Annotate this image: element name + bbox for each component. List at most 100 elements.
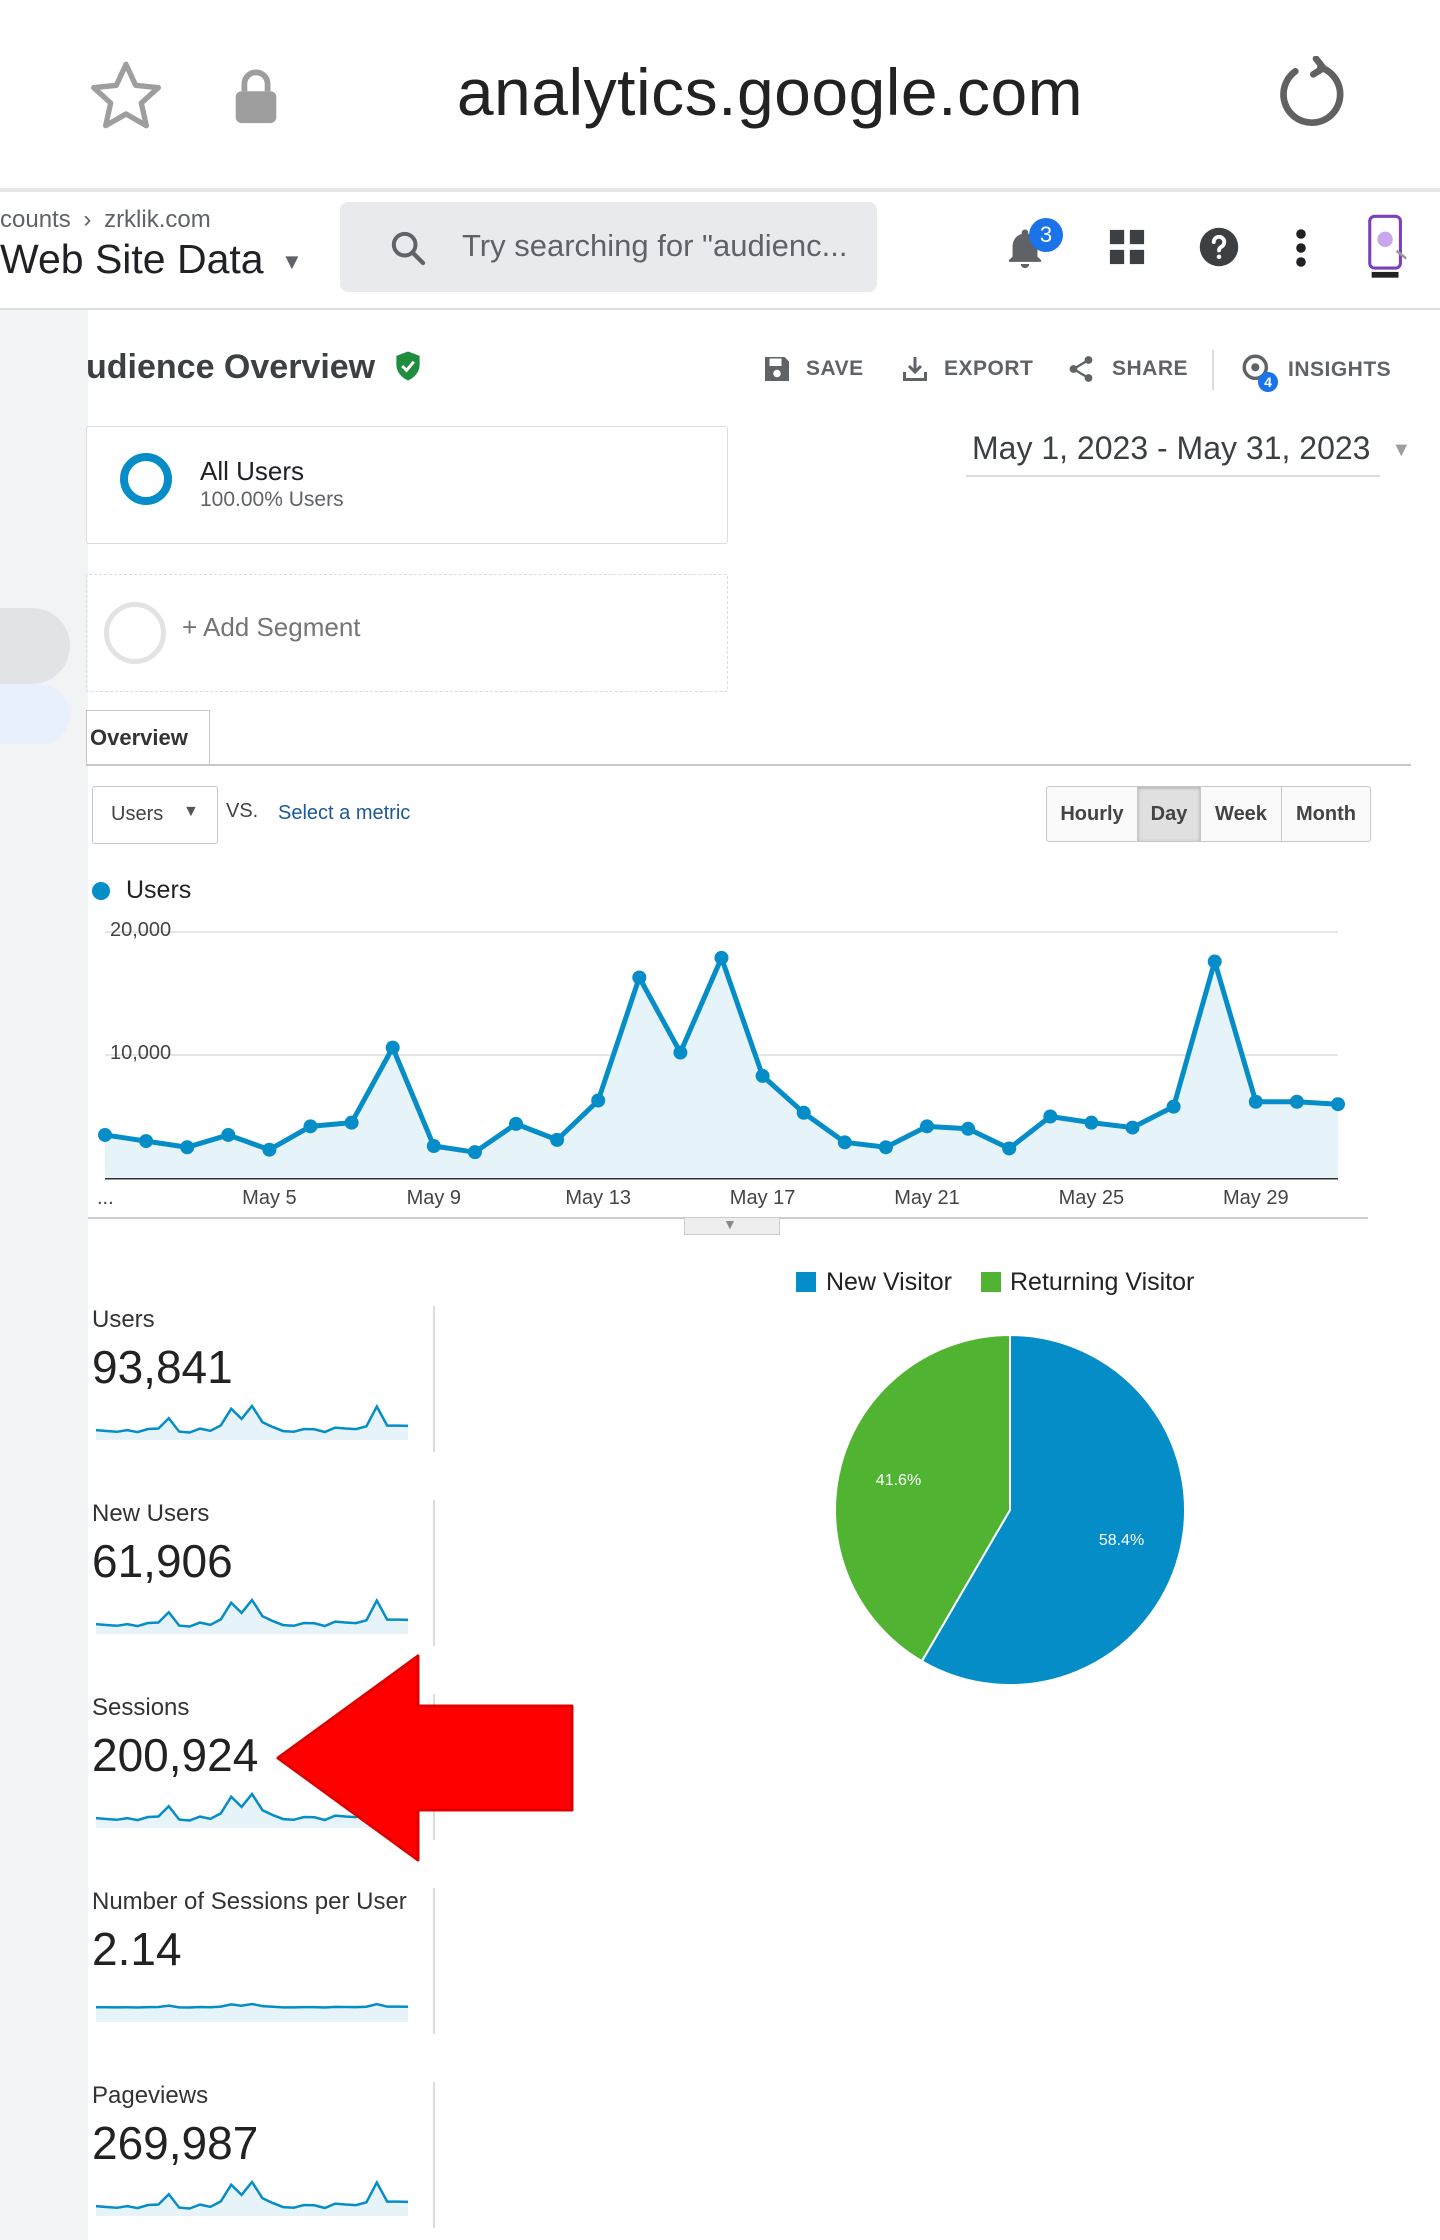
data-point[interactable] bbox=[632, 970, 647, 985]
sidebar-item-selected[interactable] bbox=[0, 684, 70, 744]
data-point[interactable] bbox=[714, 950, 729, 965]
metric-card[interactable]: Number of Sessions per User 2.14 bbox=[92, 1888, 432, 2038]
chevron-down-icon: ▼ bbox=[183, 803, 199, 820]
data-point[interactable] bbox=[591, 1093, 606, 1108]
x-tick-label: May 9 bbox=[407, 1187, 461, 1209]
metric-card[interactable]: Sessions 200,924 bbox=[92, 1694, 432, 1844]
x-tick-label: ... bbox=[97, 1187, 114, 1209]
data-point[interactable] bbox=[1125, 1120, 1140, 1135]
legend-label-users: Users bbox=[126, 876, 192, 904]
insights-icon bbox=[1242, 354, 1269, 381]
account-avatar-icon[interactable] bbox=[1364, 214, 1410, 280]
star-icon[interactable] bbox=[86, 56, 166, 136]
dropdown-arrow-icon: ▼ bbox=[1391, 439, 1412, 462]
data-point[interactable] bbox=[221, 1127, 236, 1142]
more-vert-icon[interactable] bbox=[1291, 228, 1311, 268]
reload-icon[interactable] bbox=[1272, 56, 1352, 136]
metric-card-divider bbox=[433, 1306, 435, 1452]
data-point[interactable] bbox=[1084, 1115, 1099, 1130]
data-point[interactable] bbox=[344, 1115, 359, 1130]
segment-name: All Users bbox=[200, 456, 305, 486]
data-point[interactable] bbox=[550, 1132, 565, 1147]
metric-value: 61,906 bbox=[92, 1535, 233, 1587]
y-tick-label: 10,000 bbox=[110, 1042, 171, 1064]
granularity-week[interactable]: Week bbox=[1200, 786, 1282, 842]
breadcrumb-account[interactable]: counts bbox=[0, 206, 71, 233]
data-point[interactable] bbox=[878, 1140, 893, 1155]
metric-value: 93,841 bbox=[92, 1341, 233, 1393]
add-segment-card[interactable] bbox=[86, 574, 728, 692]
data-point[interactable] bbox=[1331, 1097, 1345, 1112]
notification-badge: 3 bbox=[1029, 218, 1063, 252]
add-segment-label[interactable]: + Add Segment bbox=[182, 612, 361, 642]
data-point[interactable] bbox=[1289, 1094, 1304, 1109]
data-point[interactable] bbox=[98, 1127, 112, 1142]
data-point[interactable] bbox=[1002, 1141, 1017, 1156]
export-button[interactable]: EXPORT bbox=[900, 354, 1033, 384]
data-point[interactable] bbox=[755, 1068, 770, 1083]
data-point[interactable] bbox=[1043, 1109, 1058, 1124]
metric-card[interactable]: Users 93,841 bbox=[92, 1306, 432, 1456]
breadcrumb[interactable]: counts › zrklik.com bbox=[0, 206, 211, 234]
metric-value: 200,924 bbox=[92, 1729, 259, 1781]
breadcrumb-property[interactable]: zrklik.com bbox=[104, 206, 211, 233]
view-selector[interactable]: Web Site Data ▼ bbox=[0, 236, 303, 283]
y-axis-ticks: 20,000 10,000 bbox=[110, 919, 171, 1064]
metric-sparkline bbox=[95, 2179, 409, 2216]
search-input[interactable]: Try searching for "audienc... bbox=[462, 228, 848, 263]
data-point[interactable] bbox=[509, 1116, 523, 1131]
apps-grid-icon[interactable] bbox=[1108, 228, 1146, 266]
chart-collapse-handle[interactable]: ▼ bbox=[684, 1216, 780, 1235]
metric-label: Number of Sessions per User bbox=[92, 1888, 407, 1915]
save-button[interactable]: SAVE bbox=[762, 354, 864, 384]
x-tick-label: May 13 bbox=[565, 1187, 631, 1209]
search-box[interactable] bbox=[340, 202, 877, 292]
insights-button[interactable]: 4 INSIGHTS bbox=[1240, 352, 1391, 392]
data-point[interactable] bbox=[467, 1145, 482, 1160]
select-metric-link[interactable]: Select a metric bbox=[278, 802, 411, 824]
data-point[interactable] bbox=[796, 1105, 811, 1120]
red-arrow-annotation bbox=[276, 1654, 574, 1862]
data-point[interactable] bbox=[920, 1119, 934, 1134]
data-point[interactable] bbox=[673, 1045, 688, 1060]
data-point[interactable] bbox=[1207, 954, 1222, 969]
data-point[interactable] bbox=[426, 1139, 441, 1154]
legend-swatch-new-visitor bbox=[796, 1272, 816, 1292]
segment-all-users[interactable] bbox=[86, 426, 728, 544]
data-point[interactable] bbox=[1248, 1094, 1263, 1109]
data-point[interactable] bbox=[961, 1121, 976, 1136]
data-point[interactable] bbox=[262, 1142, 277, 1157]
metric-label: Pageviews bbox=[92, 2082, 209, 2109]
granularity-day[interactable]: Day bbox=[1137, 786, 1201, 842]
users-area bbox=[105, 957, 1338, 1178]
pie-slice-returning-visitor[interactable] bbox=[834, 1333, 1011, 1663]
metric-label: Sessions bbox=[92, 1694, 190, 1721]
sidebar-item[interactable] bbox=[0, 608, 70, 684]
url-text[interactable]: analytics.google.com bbox=[456, 55, 1084, 129]
help-icon[interactable] bbox=[1198, 226, 1240, 268]
granularity-month[interactable]: Month bbox=[1281, 786, 1371, 842]
granularity-hourly[interactable]: Hourly bbox=[1046, 786, 1138, 842]
data-point[interactable] bbox=[303, 1119, 318, 1134]
save-label: SAVE bbox=[806, 357, 864, 380]
data-point[interactable] bbox=[180, 1140, 195, 1155]
metric-card[interactable]: Pageviews 269,987 bbox=[92, 2082, 432, 2232]
download-icon bbox=[903, 357, 927, 381]
tab-overview[interactable]: Overview bbox=[86, 710, 210, 765]
metric-dropdown[interactable]: Users ▼ bbox=[92, 786, 218, 844]
y-tick-label: 20,000 bbox=[110, 919, 171, 941]
report-title-text: udience Overview bbox=[86, 348, 376, 386]
segment-detail: 100.00% Users bbox=[200, 488, 344, 511]
data-point[interactable] bbox=[385, 1040, 400, 1055]
dropdown-arrow-icon: ▼ bbox=[281, 249, 303, 275]
data-point[interactable] bbox=[139, 1134, 154, 1149]
metric-card[interactable]: New Users 61,906 bbox=[92, 1500, 432, 1650]
legend-label-new-visitor: New Visitor bbox=[826, 1268, 952, 1296]
sparkline-line bbox=[95, 1597, 409, 1628]
data-point[interactable] bbox=[1166, 1099, 1181, 1114]
data-point[interactable] bbox=[837, 1135, 852, 1150]
share-button[interactable]: SHARE bbox=[1066, 354, 1188, 384]
date-range-picker[interactable]: May 1, 2023 - May 31, 2023 ▼ bbox=[972, 430, 1411, 467]
pie-slice-new-visitor[interactable] bbox=[920, 1333, 1186, 1686]
tab-overview-label: Overview bbox=[90, 725, 188, 750]
